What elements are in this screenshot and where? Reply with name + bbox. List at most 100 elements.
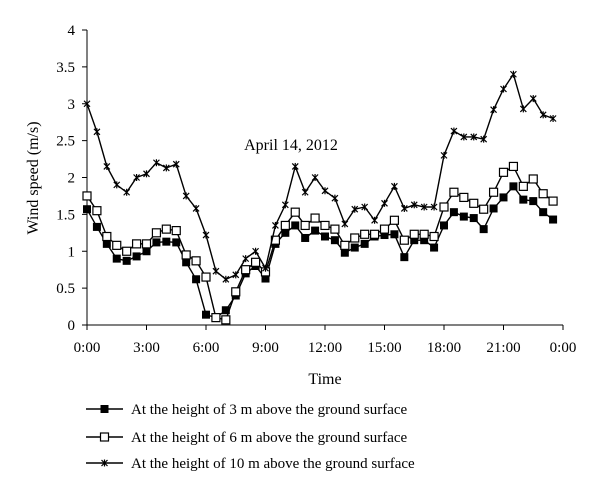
series-10m-point (410, 201, 418, 209)
series-10m-point (390, 182, 398, 190)
series-3m-point (321, 232, 329, 241)
series-6m (82, 161, 558, 325)
series-3m-point (390, 230, 399, 239)
y-tick-label: 0.5 (56, 281, 75, 297)
y-tick-label: 1.5 (56, 207, 75, 223)
series-10m-point (281, 201, 289, 209)
x-tick-label: 15:00 (367, 340, 401, 356)
series-10m-point (172, 160, 180, 168)
series-6m-point (191, 256, 201, 266)
series-10m-point (222, 275, 230, 283)
series-6m-point (131, 239, 142, 249)
y-tick-label: 4 (68, 23, 76, 39)
series-10m-point (291, 162, 299, 170)
series-3m-point (459, 212, 468, 221)
series-3m-point (162, 237, 171, 246)
series-10m-point (232, 271, 240, 279)
series-6m-point (548, 196, 558, 206)
series-10m-point (500, 85, 507, 93)
series-3m-point (172, 238, 181, 247)
series-10m-point (509, 70, 517, 78)
x-tick-label: 6:00 (193, 340, 220, 356)
series-10m-point (361, 203, 369, 211)
series-3m-point (430, 243, 439, 252)
x-tick-label: 21:00 (486, 340, 520, 356)
series-6m-point (161, 224, 171, 234)
series-3m-point (509, 182, 518, 191)
series-3m-point (281, 228, 290, 237)
series-10m-point (123, 188, 131, 196)
series-10m-point (202, 231, 210, 239)
series-10m-point (192, 204, 200, 212)
y-tick-label: 1 (68, 244, 76, 260)
series-10m-point (450, 127, 458, 135)
series-3m-point (102, 239, 111, 248)
legend-swatch-marker (100, 405, 109, 413)
series-10m-line (86, 72, 554, 281)
series-3m-point (192, 275, 201, 284)
series-3m-point (499, 193, 508, 202)
series-3m-point (112, 254, 121, 263)
series-3m-point (92, 222, 101, 231)
series-6m-point (201, 272, 211, 282)
series-6m-point (241, 265, 251, 275)
series-10m-point (539, 111, 547, 119)
series-6m-point (151, 228, 162, 238)
series-10m-point (480, 135, 488, 143)
y-ticks: 0 0.5 1 1.5 2 2.5 3 3.5 4 (56, 23, 87, 334)
x-tick-label: 12:00 (308, 340, 342, 356)
series-10m-point (83, 100, 91, 108)
legend-swatch-marker (99, 432, 110, 442)
series-6m-point (508, 161, 519, 172)
x-ticks: 0:00 3:00 6:00 9:00 12:00 15:00 18:00 21:00 0:00 (74, 325, 577, 356)
series-6m-point (221, 315, 231, 325)
series-6m-point (112, 240, 122, 250)
series-3m-point (400, 253, 409, 262)
x-tick-label: 0:00 (550, 340, 577, 356)
series-10m-point (549, 115, 557, 122)
series-6m-point (330, 224, 340, 234)
series-10m-point (430, 203, 438, 211)
series-10m-point (341, 220, 349, 228)
series-6m-point (280, 220, 290, 231)
series-3m-point (83, 205, 91, 214)
series-3m-point (489, 204, 498, 213)
series-10m-point (490, 106, 498, 114)
series-6m-point (231, 287, 241, 297)
series-3m-point (142, 247, 151, 256)
series-6m-point (498, 167, 509, 177)
series-6m-point (469, 198, 479, 208)
series-3m-point (202, 310, 210, 319)
legend-swatch-marker (101, 459, 108, 467)
series-3m-point (549, 215, 558, 224)
series-3m-point (350, 243, 359, 252)
series-10m-point (420, 203, 428, 211)
series-6m-point (419, 229, 429, 239)
series-6m-point (250, 257, 261, 267)
legend-item: At the height of 6 m above the ground su… (86, 430, 408, 446)
series-layer (82, 70, 558, 325)
series-6m-point (102, 231, 112, 242)
series-10m-point (331, 194, 339, 202)
series-10m-point (212, 267, 220, 275)
series-10m-point (162, 164, 170, 172)
series-6m-point (340, 240, 350, 250)
series-3m-point (182, 258, 191, 267)
series-10m-point (470, 133, 478, 141)
series-3m-point (479, 225, 488, 234)
series-6m-point (389, 215, 400, 225)
series-6m-point (171, 226, 181, 236)
y-tick-label: 2.5 (56, 134, 75, 150)
series-3m (83, 182, 558, 322)
series-3m-point (449, 208, 458, 217)
series-10m-point (371, 216, 379, 224)
series-10m-point (182, 192, 190, 200)
series-10m-point (529, 95, 537, 103)
series-6m-point (488, 187, 499, 197)
legend-item: At the height of 10 m above the ground s… (86, 456, 415, 472)
series-6m-point (528, 174, 538, 184)
series-10m-point (400, 204, 408, 212)
legend-label: At the height of 6 m above the ground su… (131, 430, 408, 446)
series-6m-point (92, 206, 102, 216)
